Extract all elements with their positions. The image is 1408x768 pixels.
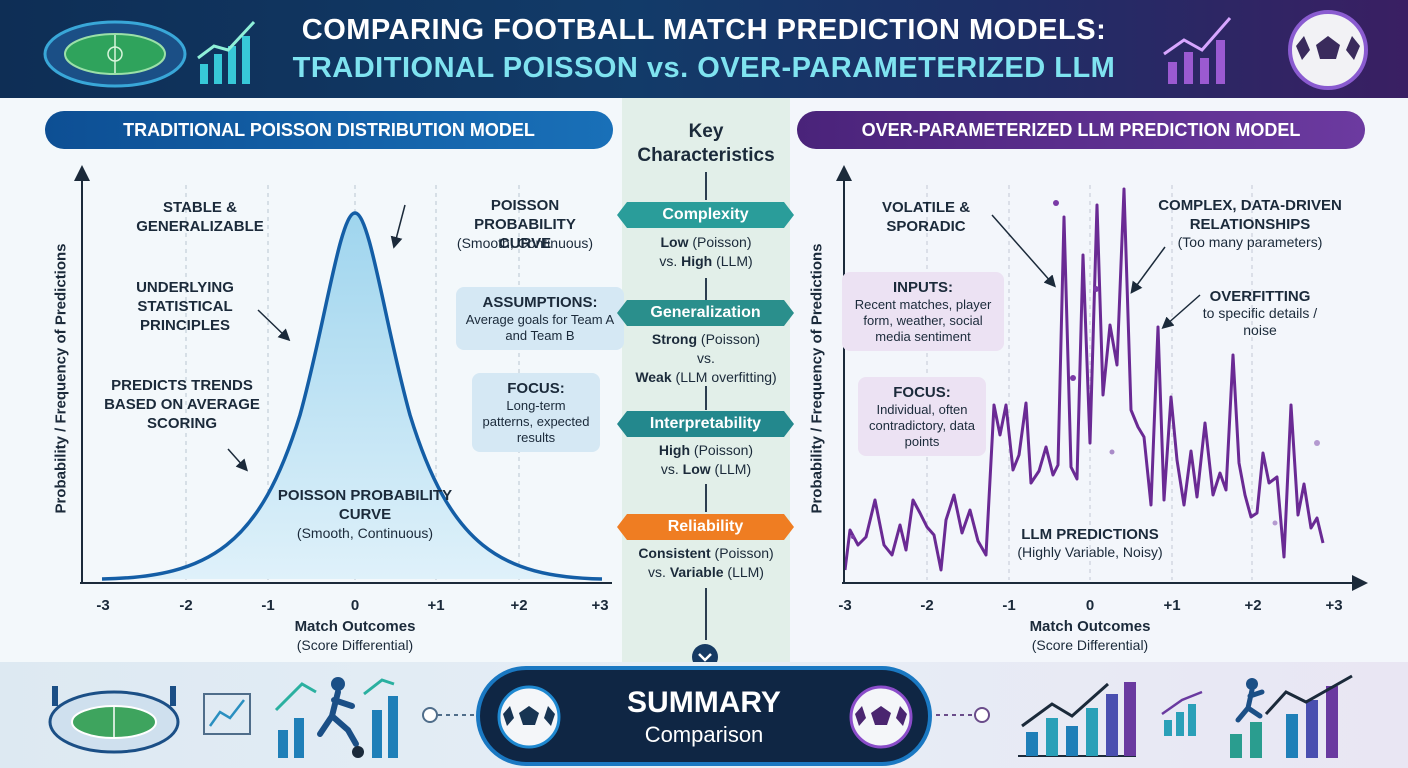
title-line-2: TRADITIONAL POISSON vs. OVER-PARAMETERIZ… <box>292 52 1116 84</box>
growth-chart-icon <box>197 20 256 84</box>
soccer-ball-icon <box>1288 10 1368 90</box>
key-characteristics-title: Key Characteristics <box>637 121 775 166</box>
interpretability-banner: Interpretability <box>617 411 794 437</box>
annotation-overfitting: OVERFITTING <box>1209 288 1311 305</box>
stadium-illustration-icon <box>43 20 187 88</box>
connector-line <box>705 588 707 640</box>
soccer-ball-blue-icon <box>497 685 561 749</box>
complexity-banner: Complexity <box>617 202 794 228</box>
annotation-volatile: VOLATILE & SPORADIC <box>881 199 971 235</box>
generalization-banner: Generalization <box>617 300 794 326</box>
left-tick: +2 <box>510 597 528 614</box>
small-chart-icon <box>203 693 251 735</box>
left-tick: -3 <box>96 597 110 614</box>
summary-subtitle: Comparison <box>644 722 764 747</box>
annotation-llm-sub: (Highly Variable, Noisy) <box>1017 544 1163 560</box>
poisson-curve <box>101 211 603 581</box>
left-focus-box: FOCUS: Long-term patterns, expected resu… <box>472 373 600 452</box>
runner-chart-icon <box>1230 674 1353 758</box>
connector-line <box>705 484 707 512</box>
annotation-complex: COMPLEX, DATA-DRIVEN RELATIONSHIPS <box>1158 197 1342 233</box>
annotation-trends: PREDICTS TRENDS BASED ON AVERAGE SCORING <box>104 377 260 432</box>
annotation-curve-top: POISSON PROBABILITY CURVE <box>474 197 576 252</box>
poisson-curve-fill <box>102 213 602 579</box>
title-line-1: COMPARING FOOTBALL MATCH PREDICTION MODE… <box>301 14 1107 46</box>
right-tick: +3 <box>1325 597 1343 614</box>
annotation-principles: UNDERLYING STATISTICAL PRINCIPLES <box>136 279 234 334</box>
connector-line <box>705 172 707 200</box>
purple-chart-icon <box>1163 17 1232 84</box>
right-tick: -3 <box>838 597 852 614</box>
connector-line <box>705 278 707 300</box>
right-y-axis-label: Probability / Frequency of Predictions <box>808 243 826 514</box>
left-tick: -2 <box>179 597 193 614</box>
annotation-overfitting-sub: to specific details / noise <box>1202 305 1318 338</box>
right-tick: -2 <box>920 597 934 614</box>
assumptions-title: ASSUMPTIONS: <box>482 294 598 311</box>
complexity-text: Low (Poisson) vs. High (LLM) <box>659 234 753 269</box>
right-tick: 0 <box>1085 597 1095 614</box>
right-focus-box: FOCUS: Individual, often contradictory, … <box>858 377 986 456</box>
connector-dots-left <box>422 707 476 723</box>
annotation-llm: LLM PREDICTIONS <box>1021 526 1159 543</box>
right-x-axis-sublabel: (Score Differential) <box>1031 637 1149 653</box>
generalization-text: Strong (Poisson) vs. Weak (LLM overfitti… <box>635 331 777 385</box>
connector-dots-right <box>936 707 990 723</box>
header-banner: COMPARING FOOTBALL MATCH PREDICTION MODE… <box>0 0 1408 98</box>
connector-line <box>705 386 707 410</box>
right-panel-header: OVER-PARAMETERIZED LLM PREDICTION MODEL <box>797 111 1365 149</box>
left-tick: +3 <box>591 597 609 614</box>
poisson-chart <box>74 165 612 584</box>
reliability-text: Consistent (Poisson) vs. Variable (LLM) <box>638 545 774 580</box>
left-x-axis-sublabel: (Score Differential) <box>296 637 414 653</box>
left-panel-header: TRADITIONAL POISSON DISTRIBUTION MODEL <box>45 111 613 149</box>
right-tick: -1 <box>1002 597 1016 614</box>
player-chart-icon <box>274 677 398 758</box>
bar-chart-icon <box>1018 682 1136 757</box>
llm-prediction-line <box>843 187 1325 572</box>
interpretability-text: High (Poisson) vs. Low (LLM) <box>658 442 754 477</box>
left-tick: -1 <box>261 597 275 614</box>
left-y-axis-label: Probability / Frequency of Predictions <box>52 243 70 514</box>
annotation-curve-mid: POISSON PROBABILITY CURVE <box>277 487 453 523</box>
soccer-ball-purple-icon <box>849 685 913 749</box>
left-tick: +1 <box>427 597 445 614</box>
left-x-axis-label: Match Outcomes <box>294 618 416 635</box>
assumptions-text: Average goals for Team A and Team B <box>465 312 615 343</box>
right-tick: +2 <box>1244 597 1262 614</box>
annotation-curve-top-sub: (Smooth, Continuous) <box>456 235 594 251</box>
summary-title: SUMMARY <box>627 686 781 719</box>
annotation-stable: STABLE & GENERALIZABLE <box>136 199 264 235</box>
right-focus-title: FOCUS: <box>893 384 951 401</box>
right-focus-text: Individual, often contradictory, data po… <box>869 402 975 449</box>
inputs-title: INPUTS: <box>893 279 953 296</box>
llm-chart <box>836 165 1368 591</box>
right-x-axis-label: Match Outcomes <box>1029 618 1151 635</box>
inputs-text: Recent matches, player form, weather, so… <box>854 297 992 344</box>
left-focus-title: FOCUS: <box>507 380 565 397</box>
annotation-curve-mid-sub: (Smooth, Continuous) <box>296 525 434 541</box>
right-tick: +1 <box>1163 597 1181 614</box>
left-tick: 0 <box>350 597 360 614</box>
assumptions-box: ASSUMPTIONS: Average goals for Team A an… <box>456 287 624 350</box>
annotation-complex-sub: (Too many parameters) <box>1177 234 1323 250</box>
inputs-box: INPUTS: Recent matches, player form, wea… <box>842 272 1004 351</box>
reliability-banner: Reliability <box>617 514 794 540</box>
stadium-icon <box>48 686 180 754</box>
left-focus-text: Long-term patterns, expected results <box>482 398 590 445</box>
small-purple-chart-icon <box>1161 690 1203 736</box>
